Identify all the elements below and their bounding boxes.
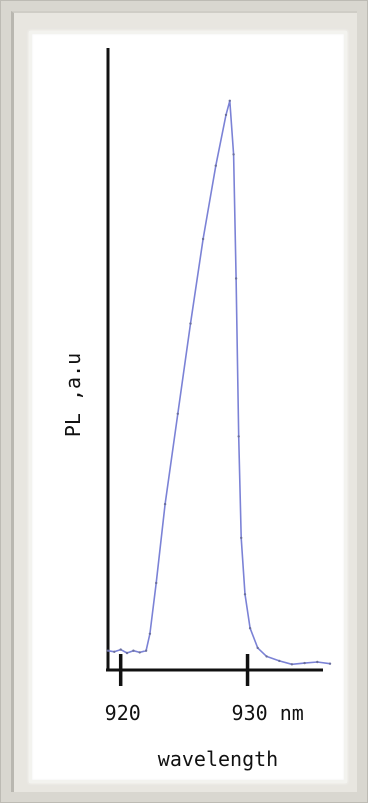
x-ticks: 920 930 nm [105,654,304,725]
data-point [316,660,319,664]
data-point [189,322,192,325]
data-point [119,648,122,651]
data-point [106,649,110,652]
data-point [248,627,252,630]
data-point [155,581,158,585]
data-point [243,593,247,596]
x-tick-label: 920 [105,701,141,725]
data-point [228,99,231,103]
chart-canvas [29,31,347,783]
data-point [113,650,116,653]
data-point [237,435,240,438]
data-point [224,113,228,117]
data-point [290,663,294,666]
data-point [201,237,205,241]
series-line [107,100,331,666]
axes [106,48,323,672]
x-axis-label: wavelength [158,747,278,771]
data-point [163,502,167,506]
series-layer [106,99,332,666]
axis-labels: PL ,a.u wavelength [61,353,278,771]
data-point [176,412,179,415]
data-point [234,277,238,280]
data-point [240,536,243,540]
data-point [256,646,259,650]
data-point [148,632,152,635]
data-point [232,153,235,156]
data-point [328,662,332,665]
data-point [138,651,141,654]
y-axis-label: PL ,a.u [61,353,85,437]
data-point [303,661,306,665]
data-point [132,649,135,652]
data-point [265,655,268,658]
data-point [125,651,129,655]
data-point [144,649,148,652]
data-point [214,164,217,167]
data-point [278,659,281,663]
x-tick-label: 930 nm [232,701,304,725]
